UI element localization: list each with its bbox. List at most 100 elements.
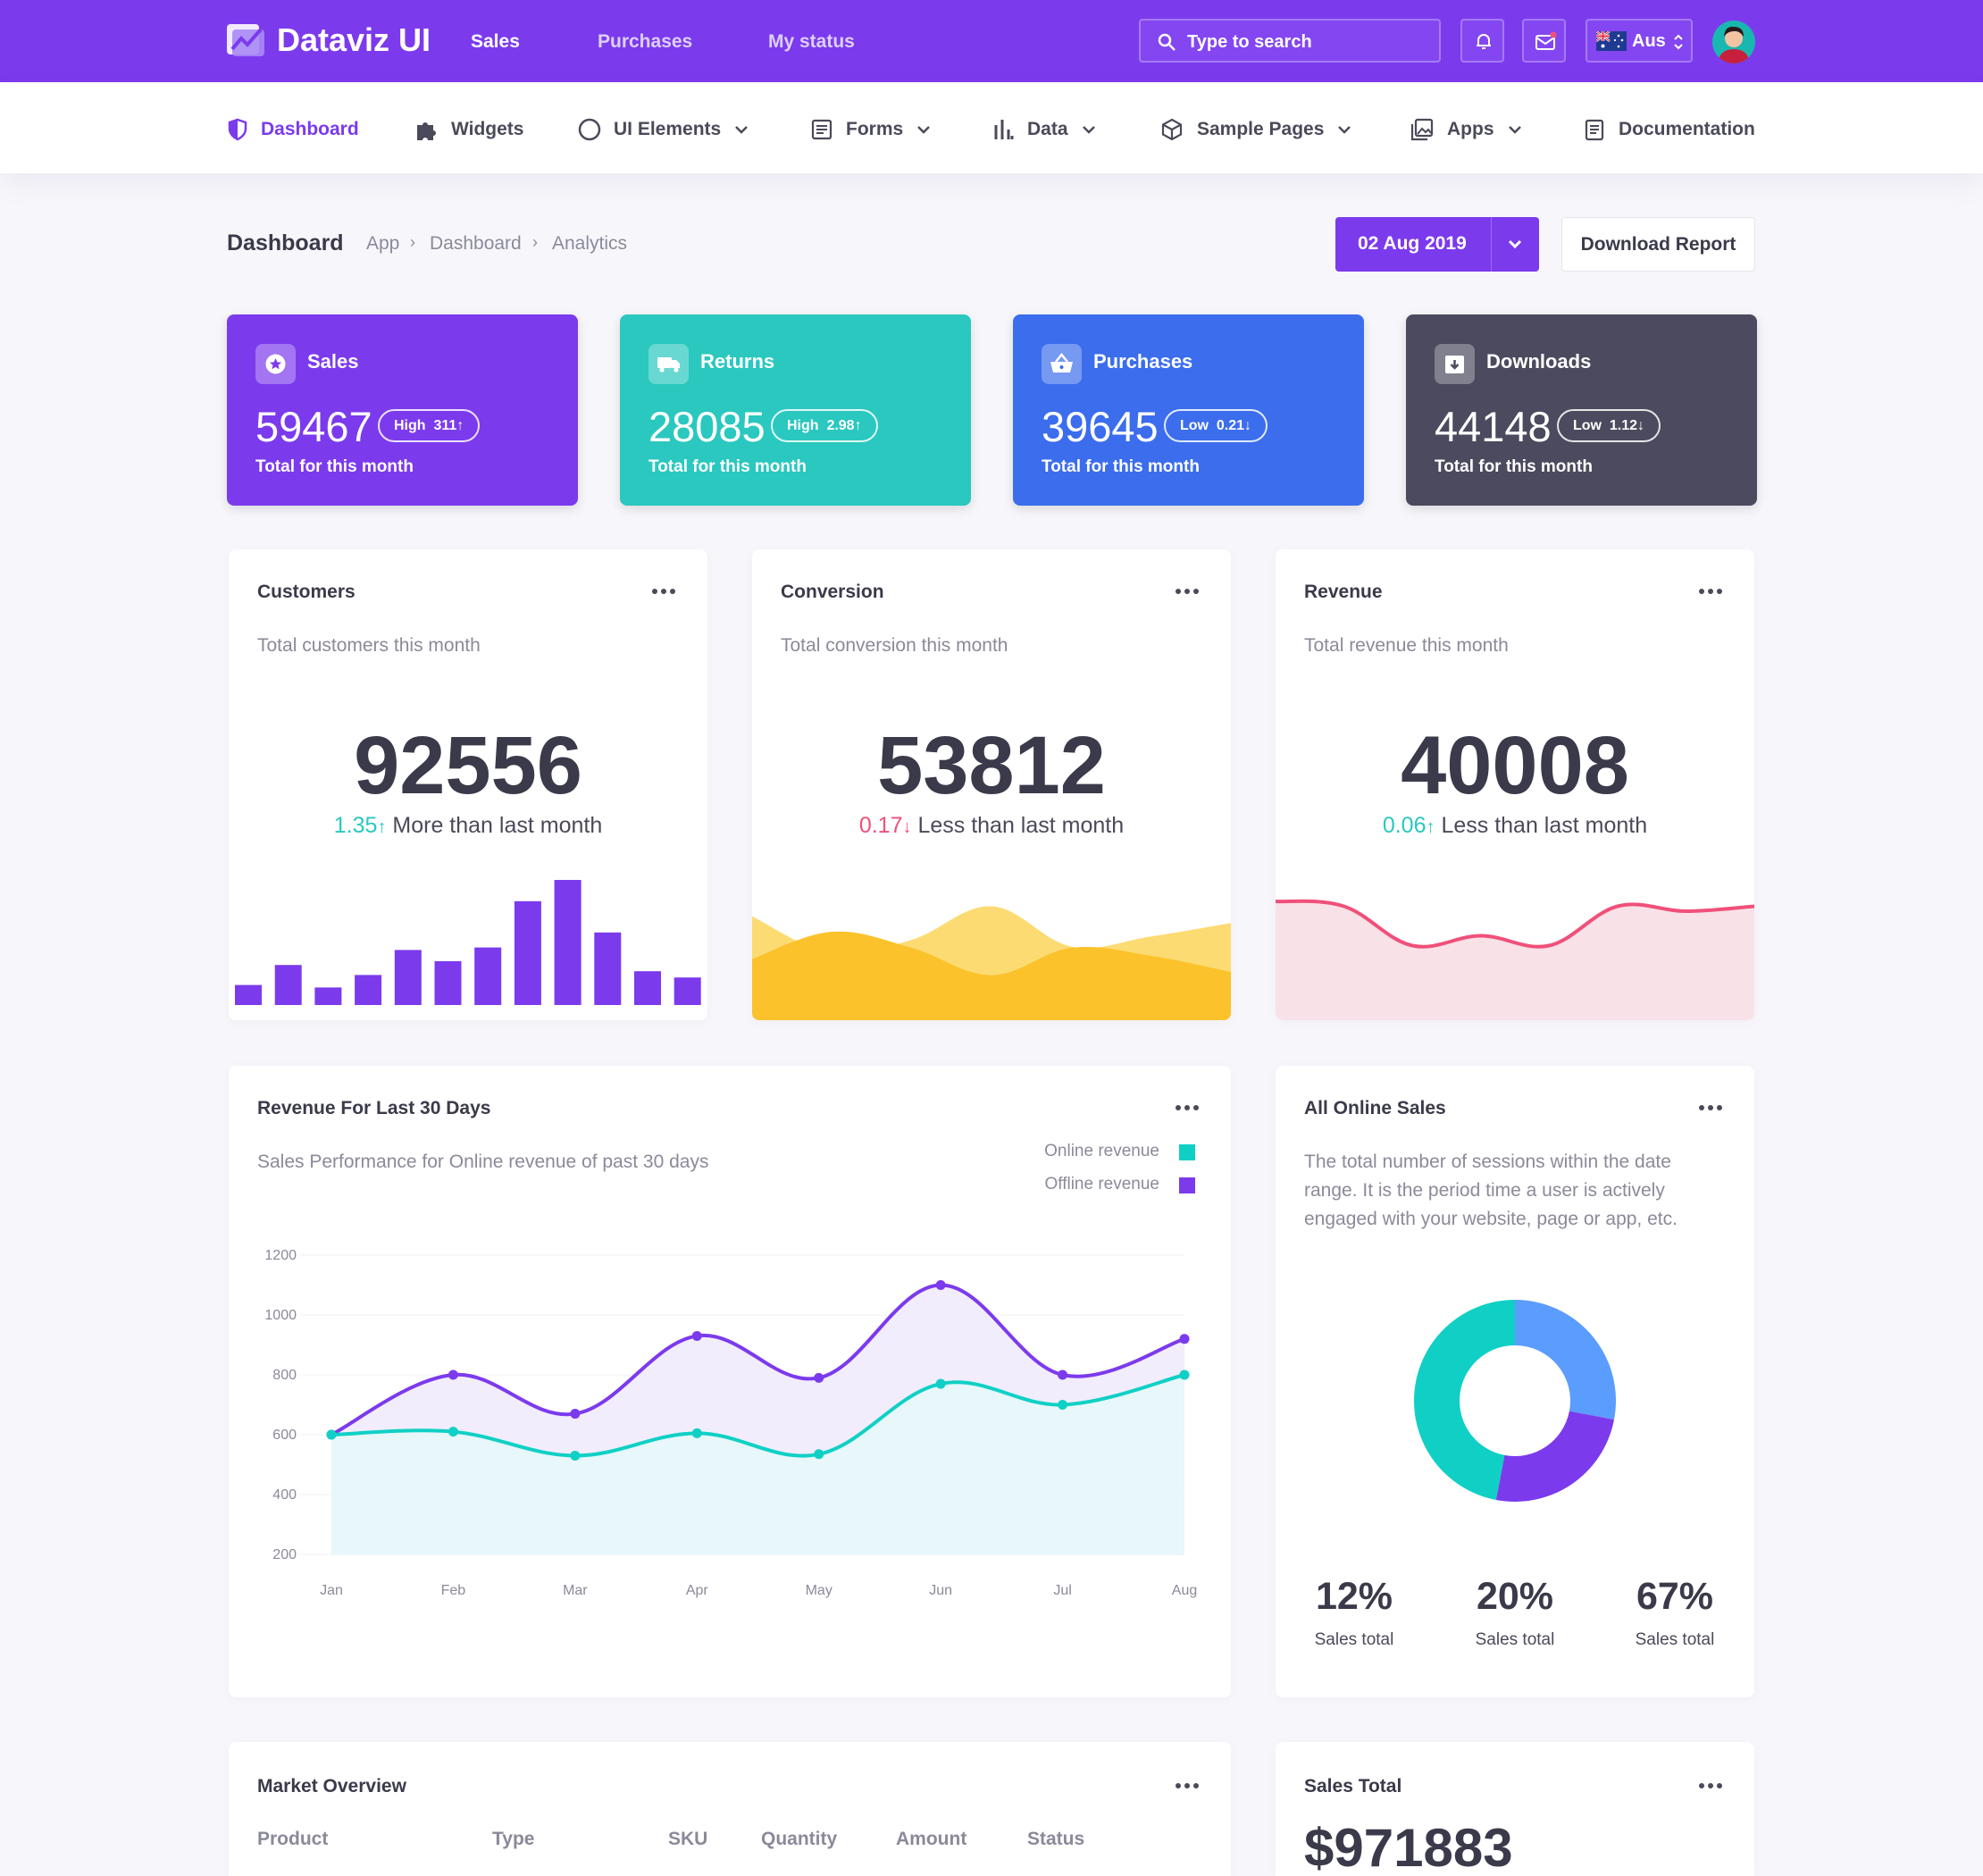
bar: [474, 947, 502, 1005]
region-select[interactable]: Aus: [1586, 19, 1693, 63]
cube-icon: [1161, 118, 1183, 141]
more-options-icon[interactable]: [1699, 1783, 1722, 1790]
column-header[interactable]: Product: [257, 1829, 329, 1849]
revenue-card: Revenue Total revenue this month 40008 0…: [1276, 549, 1754, 1020]
sales-stat-label: Sales total: [1475, 1630, 1555, 1649]
column-header[interactable]: SKU: [668, 1829, 708, 1849]
donut-slice[interactable]: [1515, 1300, 1616, 1420]
legend-offline-label: Offline revenue: [1044, 1175, 1159, 1193]
messages-button[interactable]: [1522, 19, 1566, 63]
stat-title: Downloads: [1486, 350, 1592, 373]
nav-widgets[interactable]: Widgets: [414, 116, 523, 143]
more-options-icon[interactable]: [1176, 1783, 1199, 1790]
download-report-button[interactable]: Download Report: [1561, 217, 1755, 272]
stat-title: Purchases: [1093, 350, 1193, 373]
stat-card-purchases[interactable]: Purchases 39645 Low 0.21↓ Total for this…: [1013, 314, 1364, 506]
area-series: [752, 931, 1231, 1020]
mail-icon: [1535, 31, 1557, 50]
nav-forms[interactable]: Forms: [810, 116, 932, 143]
column-header[interactable]: Type: [492, 1829, 535, 1849]
main-nav: Dashboard Widgets UI Elements Forms Data…: [0, 82, 1983, 173]
nav-documentation[interactable]: Documentation: [1583, 116, 1755, 143]
breadcrumb-dashboard[interactable]: Dashboard: [430, 233, 522, 254]
nav-ui-elements[interactable]: UI Elements: [578, 116, 749, 143]
data-point[interactable]: [935, 1378, 946, 1389]
logo[interactable]: Dataviz UI: [227, 21, 431, 59]
y-tick-label: 400: [272, 1487, 297, 1503]
search-placeholder: Type to search: [1187, 32, 1312, 52]
circle-icon: [578, 118, 601, 141]
data-point[interactable]: [1179, 1334, 1190, 1344]
search-icon: [1158, 33, 1176, 51]
donut-slice[interactable]: [1495, 1411, 1614, 1502]
data-point[interactable]: [935, 1280, 946, 1290]
data-point[interactable]: [326, 1429, 337, 1440]
nav-label: UI Elements: [614, 119, 722, 139]
conversion-area-chart: [752, 906, 1231, 1020]
breadcrumb-app[interactable]: App: [366, 233, 400, 254]
data-point[interactable]: [1058, 1369, 1068, 1380]
gallery-icon: [1410, 118, 1434, 141]
card-title: Sales Total: [1304, 1776, 1402, 1796]
arrow-up-icon: ↑: [377, 817, 387, 837]
delta-value: 0.17: [858, 813, 903, 838]
card-description: The total number of sessions within the …: [1304, 1152, 1678, 1229]
chevron-down-icon: [917, 126, 931, 134]
nav-sample-pages[interactable]: Sample Pages: [1159, 116, 1352, 143]
nav-apps[interactable]: Apps: [1410, 116, 1523, 143]
avatar[interactable]: [1712, 21, 1755, 63]
kpi-delta: 0.17↓ Less than last month: [752, 813, 1231, 839]
data-point[interactable]: [691, 1428, 702, 1438]
more-options-icon[interactable]: [652, 589, 675, 596]
top-link-my-status[interactable]: My status: [768, 31, 855, 52]
top-link-purchases[interactable]: Purchases: [598, 31, 693, 52]
column-header[interactable]: Status: [1027, 1829, 1085, 1849]
column-header[interactable]: Quantity: [761, 1829, 838, 1849]
sales-stat-label: Sales total: [1635, 1630, 1715, 1649]
data-point[interactable]: [570, 1450, 581, 1461]
x-tick-label: Jan: [320, 1583, 343, 1598]
revenue-30-days-card: Revenue For Last 30 Days Sales Performan…: [229, 1066, 1231, 1697]
column-header[interactable]: Amount: [896, 1829, 967, 1849]
stat-card-sales[interactable]: Sales 59467 High 311↑ Total for this mon…: [227, 314, 578, 506]
bar: [314, 987, 342, 1005]
date-picker-button[interactable]: 02 Aug 2019: [1335, 217, 1539, 272]
delta-text: More than last month: [392, 813, 603, 838]
bar-chart-icon: [994, 120, 1014, 139]
notifications-button[interactable]: [1460, 19, 1504, 63]
breadcrumb-separator: ›: [532, 233, 538, 251]
stat-badge: Low 1.12↓: [1557, 409, 1661, 442]
donut-slice[interactable]: [1414, 1300, 1515, 1500]
logo-text: Dataviz UI: [277, 21, 431, 58]
data-point[interactable]: [448, 1427, 458, 1437]
shield-icon: [228, 118, 247, 141]
more-options-icon[interactable]: [1699, 589, 1722, 596]
delta-value: 0.06: [1382, 813, 1427, 838]
data-point[interactable]: [448, 1369, 458, 1380]
top-bar: Dataviz UI Sales Purchases My status Typ…: [0, 0, 1983, 82]
search-input[interactable]: Type to search: [1139, 19, 1441, 63]
stat-icon-box: [1042, 344, 1082, 384]
data-point[interactable]: [814, 1449, 824, 1460]
breadcrumb-separator: ›: [410, 233, 415, 251]
kpi-value: 92556: [354, 720, 582, 811]
card-title: Revenue: [1304, 582, 1383, 602]
card-subtitle: Sales Performance for Online revenue of …: [257, 1152, 709, 1172]
data-point[interactable]: [1179, 1369, 1190, 1380]
stat-card-downloads[interactable]: Downloads 44148 Low 1.12↓ Total for this…: [1406, 314, 1757, 506]
more-options-icon[interactable]: [1176, 1105, 1199, 1112]
bell-icon: [1477, 34, 1491, 49]
more-options-icon[interactable]: [1176, 589, 1199, 596]
revenue-line-chart: 200 400 600 800 1000 1200 Jan Feb Mar Apr May Jun Ju…: [264, 1248, 1197, 1598]
nav-data[interactable]: Data: [992, 116, 1097, 143]
stat-card-returns[interactable]: Returns 28085 High 2.98↑ Total for this …: [620, 314, 971, 506]
data-point[interactable]: [691, 1330, 702, 1341]
top-link-sales[interactable]: Sales: [471, 31, 520, 52]
stat-icon-box: [1435, 344, 1475, 384]
data-point[interactable]: [1058, 1400, 1068, 1410]
data-point[interactable]: [814, 1372, 824, 1383]
data-point[interactable]: [570, 1409, 581, 1420]
nav-dashboard[interactable]: Dashboard: [227, 116, 359, 143]
more-options-icon[interactable]: [1699, 1105, 1722, 1112]
chevron-down-icon[interactable]: [1507, 239, 1523, 249]
